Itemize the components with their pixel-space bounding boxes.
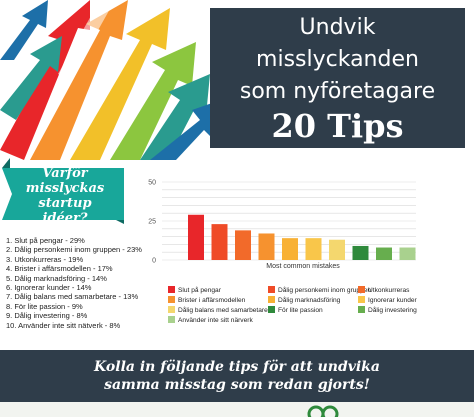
title-box: Undvik misslyckanden som nyföretagare 20… <box>210 8 465 148</box>
y-tick-label: 25 <box>148 219 156 226</box>
legend-swatch <box>168 296 175 303</box>
bar-10 <box>399 247 416 260</box>
legend-label: Brister i affärsmodellen <box>178 297 246 304</box>
ribbon-line-1: Varför <box>42 166 88 181</box>
legend-label: Använder inte sitt närverk <box>178 317 253 324</box>
y-tick-label: 0 <box>152 258 156 265</box>
legend-swatch <box>268 286 275 293</box>
bar-5 <box>282 238 298 260</box>
legend-swatch <box>168 316 175 323</box>
legend-swatch <box>358 296 365 303</box>
call-to-action-banner: Kolla in följande tips för att undvika s… <box>0 350 474 402</box>
legend-swatch <box>358 306 365 313</box>
legend-label: Utkonkurreras <box>368 287 410 294</box>
footer-strip <box>0 402 474 417</box>
legend-label: Dålig marknadsföring <box>278 296 341 304</box>
title-line-2: misslyckanden <box>256 47 419 72</box>
reason-item: 8. För lite passion - 9% <box>6 301 83 311</box>
x-axis-label: Most common mistakes <box>266 263 340 270</box>
legend-swatch <box>268 306 275 313</box>
reason-item: 10. Använder inte sitt nätverk - 8% <box>6 320 121 330</box>
title-line-4: 20 Tips <box>271 107 404 145</box>
legend-label: Dålig investering <box>368 306 417 314</box>
bar-9 <box>376 247 392 260</box>
legend-label: Dålig personkemi inom gruppen <box>278 286 371 294</box>
reason-item: 1. Slut på pengar - 29% <box>6 236 85 245</box>
chart-y-ticks: 0 25 50 <box>148 180 156 265</box>
logo-icon <box>307 405 339 417</box>
y-tick-label: 50 <box>148 180 156 187</box>
banner-line-1: Kolla in följande tips för att undvika <box>94 359 380 375</box>
mistakes-bar-chart: 0 25 50 Most common mistakes Slut på penga… <box>148 180 418 325</box>
reason-item: 5. Dålig marknadsföring - 14% <box>6 273 107 283</box>
ribbon-line-2: misslyckas <box>25 181 105 196</box>
ribbon-heading: Varför misslyckas startup idéer? <box>14 166 116 226</box>
chart-legend: Slut på pengar Dålig personkemi inom grup… <box>168 286 418 324</box>
title-line-1: Undvik <box>299 15 376 40</box>
legend-swatch <box>358 286 365 293</box>
bar-8 <box>352 245 369 260</box>
reason-item: 6. Ignorerar kunder - 14% <box>6 283 92 293</box>
title-line-3: som nyföretagare <box>239 79 436 104</box>
reason-item: 7. Dålig balans med samarbetare - 13% <box>6 292 139 302</box>
reason-item: 9. Dålig investering - 8% <box>6 311 88 321</box>
chart-bars <box>188 214 416 260</box>
reasons-list: 1. Slut på pengar - 29% 2. Dålig personk… <box>6 236 176 330</box>
bar-6 <box>305 238 322 260</box>
legend-swatch <box>168 306 175 313</box>
legend-label: Slut på pengar <box>178 286 222 294</box>
decorative-arrows-graphic <box>0 0 215 160</box>
bar-2 <box>211 224 228 260</box>
bar-3 <box>235 230 251 260</box>
reason-item: 3. Utkonkurreras - 19% <box>6 254 84 264</box>
ribbon-line-3: startup idéer? <box>38 196 92 226</box>
legend-swatch <box>168 286 175 293</box>
ribbon-shape <box>2 158 124 224</box>
legend-label: För lite passion <box>278 307 323 314</box>
reason-item: 4. Brister i affärsmodellen - 17% <box>6 264 113 274</box>
reason-item: 2. Dålig personkemi inom gruppen - 23% <box>6 245 142 255</box>
legend-label: Ignorerar kunder <box>368 297 418 304</box>
banner-line-2: samma misstag som redan gjorts! <box>104 377 370 393</box>
bar-1 <box>188 214 204 260</box>
legend-swatch <box>268 296 275 303</box>
bar-4 <box>258 233 275 260</box>
bar-7 <box>329 239 345 260</box>
legend-label: Dålig balans med samarbetare <box>178 306 268 314</box>
